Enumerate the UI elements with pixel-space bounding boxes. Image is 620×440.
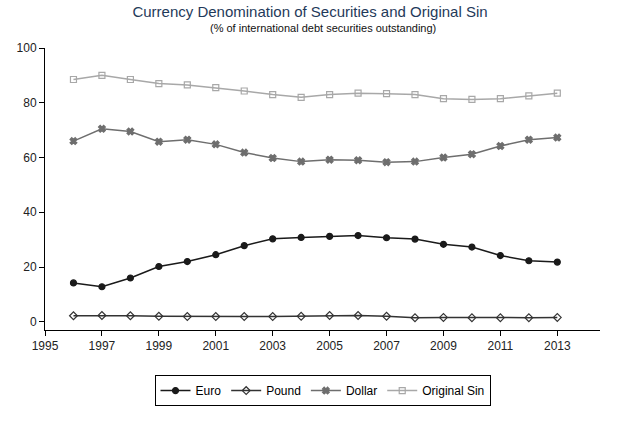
svg-text:2007: 2007 xyxy=(373,339,400,353)
svg-text:2001: 2001 xyxy=(202,339,229,353)
svg-text:20: 20 xyxy=(23,260,37,274)
svg-text:Original Sin: Original Sin xyxy=(422,384,484,398)
svg-text:100: 100 xyxy=(17,41,37,55)
svg-text:2005: 2005 xyxy=(316,339,343,353)
svg-text:1999: 1999 xyxy=(145,339,172,353)
svg-text:40: 40 xyxy=(23,205,37,219)
svg-text:Dollar: Dollar xyxy=(346,384,377,398)
svg-text:Pound: Pound xyxy=(266,384,301,398)
svg-text:2013: 2013 xyxy=(544,339,571,353)
svg-text:0: 0 xyxy=(30,315,37,329)
svg-text:2011: 2011 xyxy=(487,339,513,353)
svg-text:60: 60 xyxy=(23,151,37,165)
svg-text:1995: 1995 xyxy=(32,339,59,353)
svg-text:(% of international debt secur: (% of international debt securities outs… xyxy=(210,22,436,34)
svg-text:1997: 1997 xyxy=(89,339,116,353)
svg-text:2009: 2009 xyxy=(430,339,457,353)
svg-text:Currency Denomination of Secur: Currency Denomination of Securities and … xyxy=(132,3,487,20)
svg-text:Euro: Euro xyxy=(196,384,222,398)
svg-text:2003: 2003 xyxy=(259,339,286,353)
svg-text:80: 80 xyxy=(23,96,37,110)
